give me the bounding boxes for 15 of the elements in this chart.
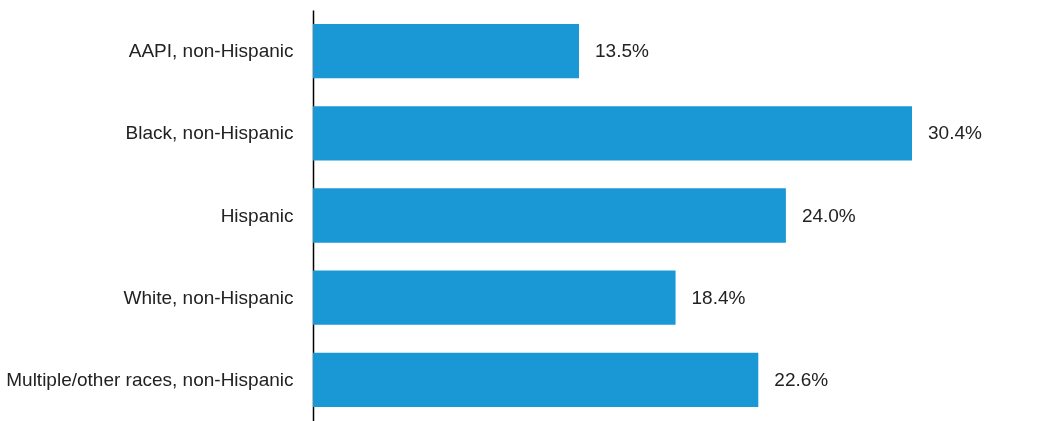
y-tick-label: Multiple/other races, non-Hispanic [6, 368, 294, 390]
bar [313, 188, 786, 243]
data-label: 24.0% [801, 204, 856, 226]
y-tick-label: AAPI, non-Hispanic [128, 40, 294, 62]
y-tick-label: Black, non-Hispanic [125, 122, 294, 144]
bar [313, 106, 912, 161]
data-label: 22.6% [774, 368, 829, 390]
y-tick-label: White, non-Hispanic [123, 286, 294, 308]
y-tick-label: Hispanic [220, 204, 294, 226]
bar [313, 352, 759, 408]
bar [313, 270, 676, 325]
data-label: 30.4% [928, 122, 982, 144]
bar [313, 23, 579, 79]
data-label: 13.5% [595, 40, 649, 62]
data-label: 18.4% [691, 286, 746, 308]
